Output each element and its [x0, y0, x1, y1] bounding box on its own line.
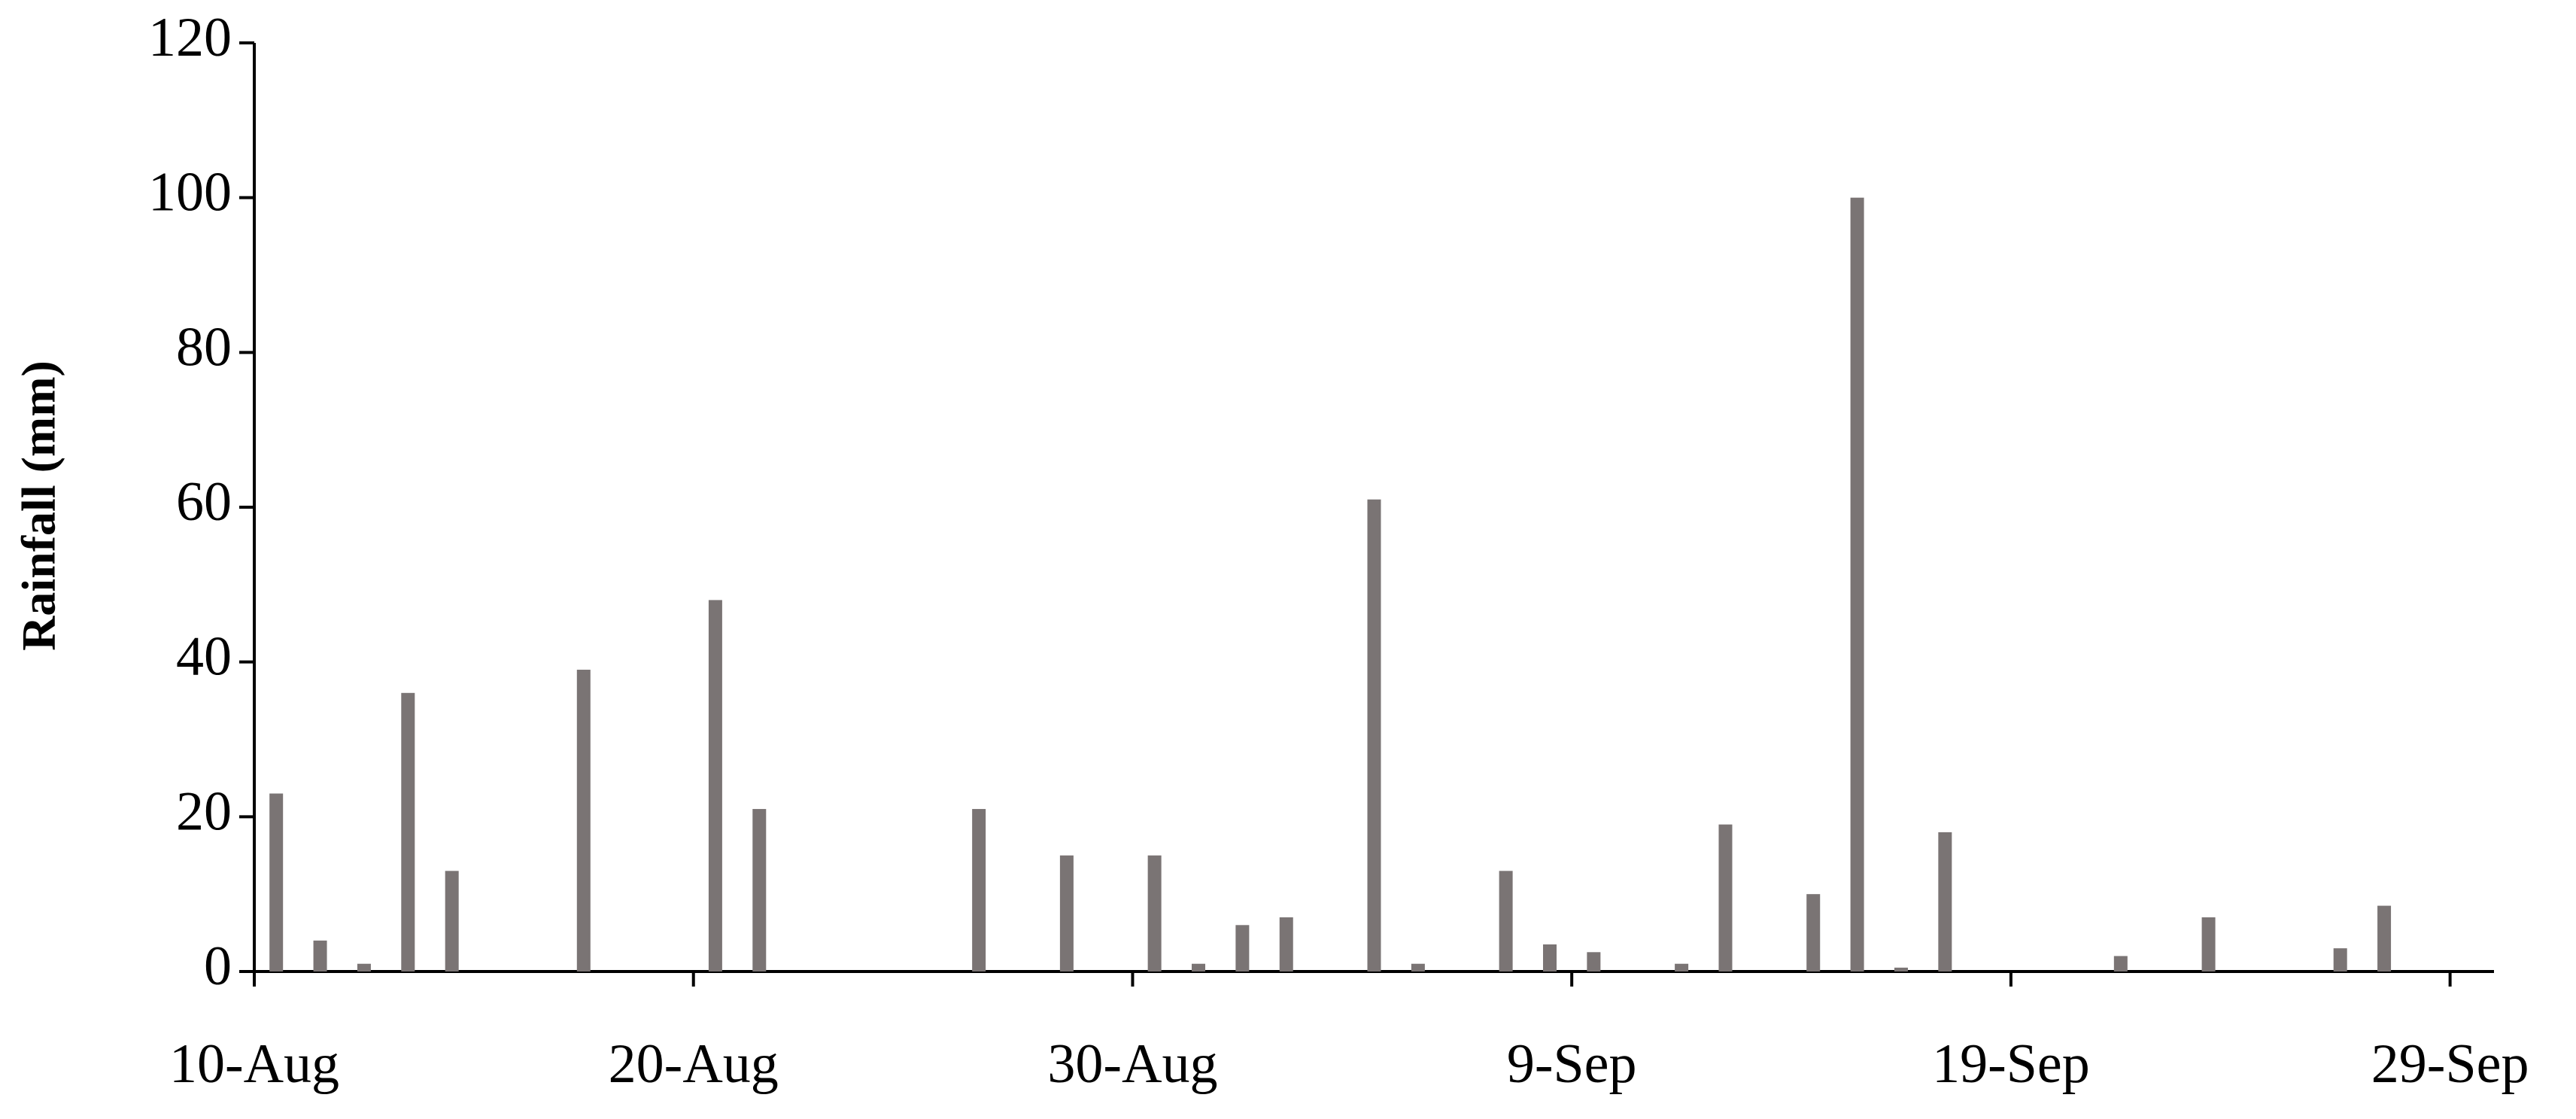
bar [269, 793, 284, 972]
x-tick-label: 30-Aug [1047, 1033, 1217, 1095]
bar [2113, 956, 2128, 972]
bar [357, 963, 371, 972]
bar [445, 871, 459, 972]
y-tick-label: 100 [148, 162, 232, 223]
bar [1806, 894, 1821, 972]
y-tick-label: 80 [176, 316, 232, 378]
bar [1542, 944, 1557, 972]
bar [1587, 952, 1601, 972]
x-tick-label: 9-Sep [1507, 1033, 1637, 1095]
bar [1147, 855, 1162, 972]
bar [1499, 871, 1513, 972]
bar [752, 809, 767, 972]
bar [1411, 963, 1425, 972]
bar [1718, 824, 1733, 972]
bar [1850, 197, 1864, 972]
bar [1059, 855, 1074, 972]
y-tick-label: 60 [176, 471, 232, 533]
bar [1938, 832, 1952, 972]
bar [2333, 948, 2347, 972]
y-axis-label: Rainfall (mm) [12, 360, 65, 651]
y-tick-label: 40 [176, 626, 232, 688]
bar [1235, 925, 1250, 972]
x-tick-label: 19-Sep [1932, 1033, 2090, 1095]
bar [972, 809, 986, 972]
y-tick-label: 120 [148, 7, 232, 68]
x-tick-label: 10-Aug [169, 1033, 339, 1095]
bar [708, 600, 722, 972]
bar [2377, 905, 2392, 972]
y-tick-label: 0 [204, 935, 232, 997]
bar [1675, 963, 1689, 972]
x-tick-label: 29-Sep [2371, 1033, 2529, 1095]
bar [401, 692, 415, 972]
bar [576, 669, 591, 972]
x-tick-label: 20-Aug [609, 1033, 779, 1095]
bar [1367, 499, 1381, 972]
y-tick-label: 20 [176, 780, 232, 842]
bar [2201, 917, 2216, 972]
bar [313, 940, 327, 972]
bar [1192, 963, 1206, 972]
bar [1894, 967, 1908, 972]
bar [1279, 917, 1293, 972]
